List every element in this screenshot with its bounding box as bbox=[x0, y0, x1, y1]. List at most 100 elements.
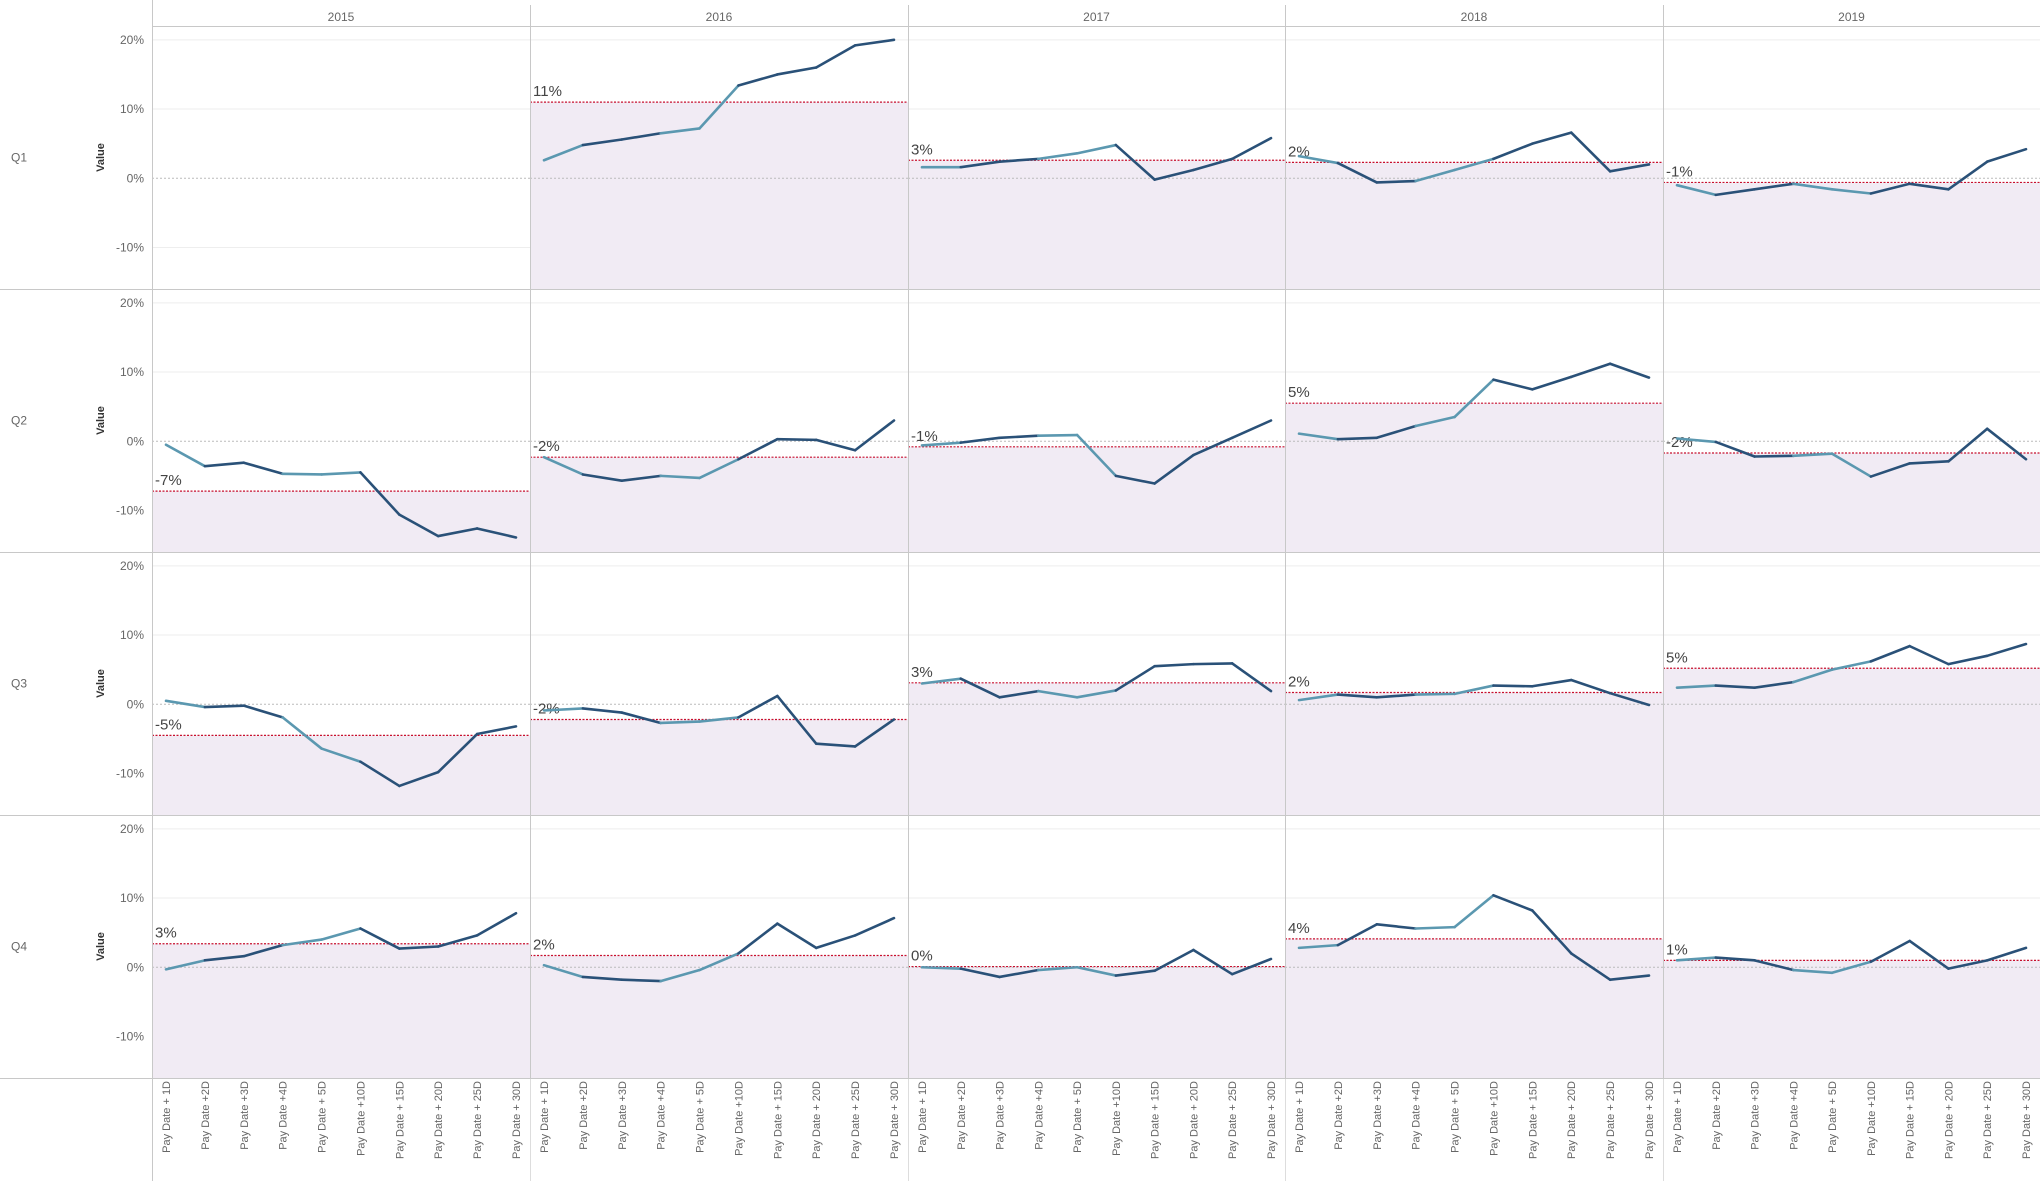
x-tick-label: Pay Date + 1D bbox=[161, 1081, 173, 1153]
series-segment bbox=[542, 143, 585, 162]
series-segment bbox=[581, 138, 624, 147]
x-tick-label: Pay Date + 5D bbox=[1450, 1081, 1462, 1153]
series-segment bbox=[1792, 182, 1834, 191]
column-header: 2015 bbox=[328, 10, 355, 24]
series-segment bbox=[1492, 684, 1534, 688]
series-segment bbox=[581, 975, 624, 982]
y-tick-label: 10% bbox=[120, 628, 144, 642]
y-tick-label: 10% bbox=[120, 891, 144, 905]
x-tick-label: Pay Date + 20D bbox=[1943, 1081, 1955, 1159]
series-segment bbox=[542, 707, 585, 712]
row-header: Q4 bbox=[11, 940, 27, 954]
x-tick-label: Pay Date + 30D bbox=[511, 1081, 523, 1159]
x-tick-label: Pay Date + 25D bbox=[472, 1081, 484, 1159]
average-label: -5% bbox=[155, 716, 182, 733]
series-segment bbox=[475, 911, 518, 937]
series-segment bbox=[1037, 965, 1079, 972]
series-segment bbox=[1753, 182, 1795, 191]
series-segment bbox=[659, 720, 701, 725]
series-segment bbox=[814, 438, 857, 452]
average-label: -2% bbox=[533, 700, 560, 717]
y-tick-label: 0% bbox=[127, 434, 145, 448]
average-band bbox=[530, 102, 908, 289]
series-segment bbox=[1947, 654, 1989, 666]
y-axis-title: Value bbox=[95, 932, 107, 961]
y-axis-title: Value bbox=[95, 669, 107, 698]
average-band bbox=[1285, 692, 1663, 815]
x-tick-label: Pay Date + 30D bbox=[1266, 1081, 1278, 1159]
series-segment bbox=[359, 760, 401, 788]
series-segment bbox=[1037, 689, 1079, 699]
x-tick-label: Pay Date + 15D bbox=[1527, 1081, 1539, 1159]
series-segment bbox=[998, 689, 1040, 699]
series-segment bbox=[1336, 436, 1379, 441]
series-segment bbox=[1153, 948, 1195, 973]
series-segment bbox=[1230, 957, 1273, 976]
average-label: 3% bbox=[155, 925, 177, 942]
series-segment bbox=[1336, 161, 1379, 184]
y-axis-title: Value bbox=[95, 143, 107, 172]
series-segment bbox=[1531, 375, 1573, 391]
series-segment bbox=[1675, 684, 1718, 689]
average-band bbox=[908, 966, 1285, 1078]
series-segment bbox=[1675, 956, 1718, 962]
x-tick-label: Pay Date +2D bbox=[1333, 1081, 1345, 1150]
average-label: 2% bbox=[1288, 673, 1310, 690]
y-axis-title: Value bbox=[95, 406, 107, 435]
series-segment bbox=[398, 770, 440, 788]
average-label: 4% bbox=[1288, 920, 1310, 937]
series-segment bbox=[164, 699, 207, 709]
series-segment bbox=[1230, 419, 1273, 440]
y-tick-label: 0% bbox=[127, 960, 145, 974]
series-segment bbox=[853, 419, 896, 452]
series-segment bbox=[814, 44, 857, 69]
series-segment bbox=[920, 441, 963, 447]
average-label: 5% bbox=[1288, 384, 1310, 401]
average-band bbox=[152, 491, 530, 552]
series-segment bbox=[1114, 969, 1156, 977]
series-segment bbox=[1985, 427, 2028, 461]
average-band bbox=[1663, 668, 2040, 815]
series-segment bbox=[1608, 163, 1651, 173]
series-segment bbox=[659, 474, 701, 480]
average-band bbox=[1285, 403, 1663, 552]
x-tick-label: Pay Date +3D bbox=[1372, 1081, 1384, 1150]
series-segment bbox=[1375, 923, 1417, 930]
series-segment bbox=[1714, 188, 1756, 197]
series-segment bbox=[1675, 183, 1718, 197]
series-segment bbox=[1492, 142, 1534, 161]
row-header: Q2 bbox=[11, 414, 27, 428]
series-segment bbox=[959, 436, 1001, 444]
series-segment bbox=[359, 471, 401, 516]
series-segment bbox=[959, 677, 1001, 699]
series-segment bbox=[998, 157, 1040, 163]
series-segment bbox=[1230, 662, 1273, 693]
x-tick-label: Pay Date +3D bbox=[239, 1081, 251, 1150]
series-segment bbox=[1792, 968, 1834, 975]
series-segment bbox=[1453, 684, 1495, 696]
series-segment bbox=[1608, 974, 1651, 982]
y-tick-label: -10% bbox=[116, 240, 144, 254]
series-segment bbox=[1869, 939, 1911, 964]
x-tick-label: Pay Date + 25D bbox=[1227, 1081, 1239, 1159]
series-segment bbox=[814, 934, 857, 950]
series-segment bbox=[1153, 662, 1195, 668]
average-band bbox=[1285, 938, 1663, 1078]
series-segment bbox=[398, 945, 440, 950]
y-tick-label: 20% bbox=[120, 822, 144, 836]
series-segment bbox=[203, 704, 246, 709]
series-segment bbox=[1569, 678, 1612, 695]
series-segment bbox=[737, 694, 779, 719]
series-segment bbox=[1675, 437, 1718, 444]
series-segment bbox=[1375, 693, 1417, 699]
series-segment bbox=[776, 922, 818, 950]
series-segment bbox=[203, 461, 246, 468]
series-segment bbox=[776, 66, 818, 76]
x-tick-label: Pay Date +4D bbox=[278, 1081, 290, 1150]
series-segment bbox=[436, 934, 479, 948]
series-segment bbox=[1985, 642, 2028, 658]
average-band bbox=[1663, 453, 2040, 552]
series-segment bbox=[1075, 143, 1118, 155]
series-segment bbox=[320, 747, 362, 764]
average-band bbox=[908, 160, 1285, 289]
